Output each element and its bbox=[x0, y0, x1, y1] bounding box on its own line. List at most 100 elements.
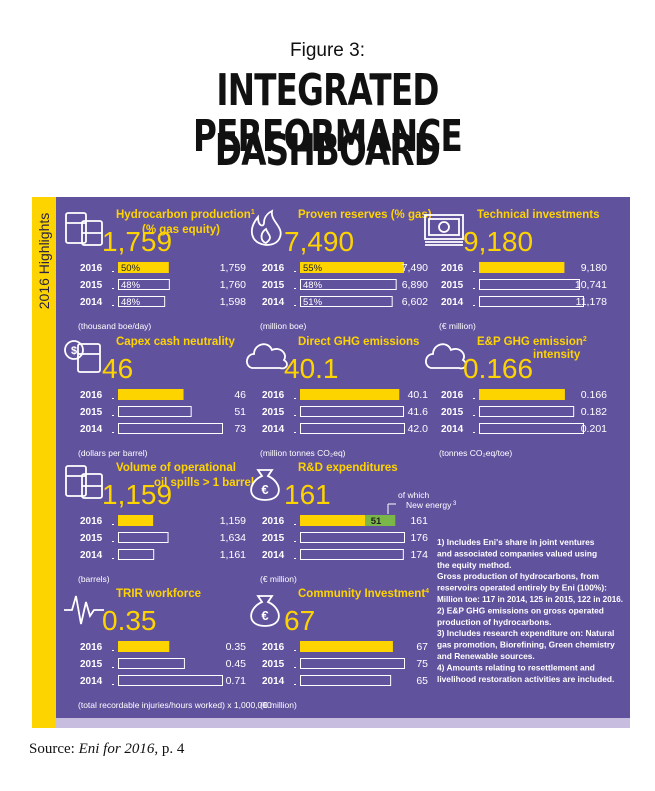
year-dot bbox=[294, 415, 296, 416]
year-dot bbox=[294, 684, 296, 685]
gas-percent-label: 51% bbox=[303, 297, 323, 308]
year-label: 2015 bbox=[80, 280, 103, 291]
value-label: 161 bbox=[410, 515, 428, 527]
svg-text:€: € bbox=[261, 608, 268, 623]
bar-2016 bbox=[118, 515, 154, 526]
footnote-line: reservoirs operated entirely by Eni (100… bbox=[437, 583, 607, 593]
year-label: 2014 bbox=[262, 676, 285, 687]
metric-card-5: Direct GHG emissions 40.1 2016 40.1 2015 41.6… bbox=[246, 336, 429, 458]
year-dot bbox=[112, 415, 114, 416]
value-label: 1,598 bbox=[220, 296, 246, 308]
value-label: 1,634 bbox=[220, 532, 246, 544]
footnote-line: livelihood restoration activities are in… bbox=[437, 674, 614, 684]
value-label: 46 bbox=[234, 389, 246, 401]
headline-value: 0.166 bbox=[463, 353, 533, 384]
value-label: 1,759 bbox=[220, 262, 246, 274]
euro-bag-icon: € bbox=[250, 595, 280, 627]
bar-2016 bbox=[300, 389, 400, 400]
bar-2014 bbox=[479, 423, 584, 434]
year-label: 2015 bbox=[262, 407, 285, 418]
footnote-line: Million toe: 117 in 2014, 125 in 2015, 1… bbox=[437, 594, 623, 604]
footnote-line: 2) E&P GHG emissions on gross operated bbox=[437, 605, 604, 615]
metric-card-9: TRIR workforce 0.35 2016 0.35 2015 0.45 2014 0.… bbox=[64, 588, 272, 710]
metric-title: R&D expenditures bbox=[298, 462, 398, 474]
value-label: 0.166 bbox=[581, 389, 607, 401]
bar-2016 bbox=[479, 262, 565, 273]
year-dot bbox=[112, 305, 114, 306]
callout-text: of which bbox=[398, 490, 429, 500]
footnote-line: production of hydrocarbons. bbox=[437, 617, 551, 627]
footnote-line: 1) Includes Eni's share in joint venture… bbox=[437, 537, 595, 547]
value-label: 1,161 bbox=[220, 549, 246, 561]
year-label: 2014 bbox=[262, 297, 285, 308]
headline-value: 67 bbox=[284, 605, 315, 636]
value-label: 176 bbox=[410, 532, 428, 544]
year-dot bbox=[112, 398, 114, 399]
value-label: 0.201 bbox=[581, 423, 607, 435]
value-label: 0.71 bbox=[226, 675, 247, 687]
unit-label: (total recordable injuries/hours worked)… bbox=[78, 700, 272, 710]
callout-text-2: New energy 3 bbox=[406, 500, 457, 510]
bar-2015 bbox=[300, 406, 405, 417]
year-dot bbox=[294, 541, 296, 542]
dashboard-charts: Hydrocarbon production1(% gas equity)1,7… bbox=[64, 209, 623, 710]
bar-2014 bbox=[118, 675, 223, 686]
year-dot bbox=[112, 432, 114, 433]
unit-label: (€ million) bbox=[260, 574, 297, 584]
bar-2014 bbox=[118, 423, 223, 434]
bar-2016 bbox=[118, 262, 169, 273]
headline-value: 7,490 bbox=[284, 226, 354, 257]
title-sup: 1 bbox=[251, 209, 255, 216]
svg-text:€: € bbox=[261, 482, 268, 497]
metric-card-7: Volume of operational oil spills > 1 barr… bbox=[65, 462, 254, 584]
year-dot bbox=[112, 288, 114, 289]
metric-card-1: Hydrocarbon production1(% gas equity)1,7… bbox=[65, 209, 255, 331]
bar-2014 bbox=[300, 423, 405, 434]
value-label: 6,890 bbox=[402, 279, 428, 291]
gas-percent-label: 48% bbox=[121, 297, 141, 308]
year-dot bbox=[294, 432, 296, 433]
headline-value: 1,759 bbox=[102, 226, 172, 257]
bar-2015 bbox=[300, 279, 397, 290]
year-label: 2016 bbox=[262, 516, 285, 527]
year-dot bbox=[294, 398, 296, 399]
value-label: 40.1 bbox=[408, 389, 429, 401]
year-label: 2014 bbox=[80, 550, 103, 561]
year-label: 2015 bbox=[441, 280, 464, 291]
value-label: 41.6 bbox=[408, 406, 429, 418]
year-dot bbox=[294, 667, 296, 668]
year-dot bbox=[294, 650, 296, 651]
year-label: 2016 bbox=[80, 263, 103, 274]
bar-2016 bbox=[118, 641, 170, 652]
metric-title: Community Investment4 bbox=[298, 588, 429, 600]
year-dot bbox=[294, 305, 296, 306]
footnotes: 1) Includes Eni's share in joint venture… bbox=[437, 537, 623, 684]
value-label: 51 bbox=[234, 406, 246, 418]
year-label: 2015 bbox=[262, 659, 285, 670]
bar-2015 bbox=[118, 279, 170, 290]
oil-barrels-icon bbox=[65, 465, 103, 499]
year-label: 2014 bbox=[80, 424, 103, 435]
footnote-line: 4) Amounts relating to resettlement and bbox=[437, 662, 595, 672]
footnote-line: and Renewable sources. bbox=[437, 651, 535, 661]
value-label: 9,180 bbox=[581, 262, 607, 274]
source-caption: Source: Eni for 2016, p. 4 bbox=[29, 741, 184, 758]
headline-value: 1,159 bbox=[102, 479, 172, 510]
headline-value: 161 bbox=[284, 479, 331, 510]
year-label: 2015 bbox=[441, 407, 464, 418]
unit-label: (€ million) bbox=[439, 321, 476, 331]
value-label: 0.182 bbox=[581, 406, 607, 418]
metric-card-10: € Community Investment4 67 2016 67 2015 75 2014… bbox=[250, 588, 429, 710]
year-label: 2015 bbox=[80, 533, 103, 544]
metric-card-2: Proven reserves (% gas) 7,490 2016 55% 7,490… bbox=[251, 209, 432, 331]
bar-2014 bbox=[118, 296, 166, 307]
gas-percent-label: 48% bbox=[121, 280, 141, 291]
year-label: 2016 bbox=[441, 390, 464, 401]
metric-card-3: Technical investments 9,180 2016 9,180 2015 1… bbox=[424, 209, 607, 331]
source-title: Eni for 2016 bbox=[78, 741, 155, 757]
year-dot bbox=[112, 684, 114, 685]
banknotes-icon bbox=[424, 214, 464, 246]
bar-2015 bbox=[118, 532, 169, 543]
year-label: 2014 bbox=[80, 676, 103, 687]
